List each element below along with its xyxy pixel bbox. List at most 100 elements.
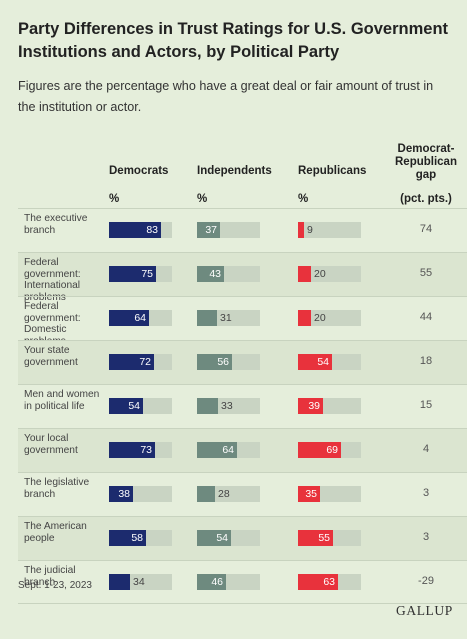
rep-value-label: 20 bbox=[314, 311, 326, 324]
dem-bar-track: 75 bbox=[109, 266, 172, 282]
gap-header-line-2: Republican bbox=[395, 156, 457, 168]
rep-bar-track: 35 bbox=[298, 486, 361, 502]
ind-bar bbox=[197, 486, 215, 502]
gap-unit: (pct. pts.) bbox=[400, 193, 452, 205]
ind-bar bbox=[197, 222, 220, 238]
ind-bar-track: 46 bbox=[197, 574, 260, 590]
rep-bar bbox=[298, 574, 338, 590]
ind-value-label: 31 bbox=[220, 311, 232, 324]
ind-value-label: 46 bbox=[211, 575, 223, 588]
ind-value-label: 28 bbox=[218, 487, 230, 500]
ind-bar bbox=[197, 354, 232, 370]
dem-value-label: 72 bbox=[139, 355, 151, 368]
democrats-header: Democrats bbox=[109, 165, 169, 177]
row-label: The legislative branch bbox=[24, 477, 90, 500]
dem-value-label: 38 bbox=[118, 487, 130, 500]
gap-value: 15 bbox=[419, 399, 433, 411]
gap-value: -29 bbox=[418, 575, 434, 587]
rep-value-label: 9 bbox=[307, 223, 313, 236]
ind-bar-track: 64 bbox=[197, 442, 260, 458]
table-row: The legislative branch 38 28 35 3 bbox=[18, 472, 467, 516]
table-row: Federal government: Domestic problems643… bbox=[18, 296, 467, 347]
dem-bar bbox=[109, 266, 156, 282]
ind-bar bbox=[197, 266, 224, 282]
dem-value-label: 83 bbox=[146, 223, 158, 236]
table-row: The executive branch 83 37 9 74 bbox=[18, 208, 467, 252]
ind-bar bbox=[197, 574, 226, 590]
dem-bar-track: 64 bbox=[109, 310, 172, 326]
dem-bar-track: 73 bbox=[109, 442, 172, 458]
independents-unit: % bbox=[197, 193, 208, 205]
rep-value-label: 63 bbox=[323, 575, 335, 588]
gap-value: 44 bbox=[419, 311, 433, 323]
rep-bar-track: 20 bbox=[298, 266, 361, 282]
table-row: Your local government 73 64 69 4 bbox=[18, 428, 467, 472]
gallup-logo: GALLUP bbox=[396, 603, 453, 618]
republicans-unit: % bbox=[298, 193, 309, 205]
row-label: The American people bbox=[24, 521, 87, 544]
rep-bar-track: 63 bbox=[298, 574, 361, 590]
ind-bar-track: 31 bbox=[197, 310, 260, 326]
ind-value-label: 64 bbox=[222, 443, 234, 456]
dem-bar bbox=[109, 486, 133, 502]
rep-bar-track: 20 bbox=[298, 310, 361, 326]
table-row: Your state government 72 56 54 18 bbox=[18, 340, 467, 384]
rep-bar-track: 9 bbox=[298, 222, 361, 238]
dem-value-label: 73 bbox=[140, 443, 152, 456]
independents-header: Independents bbox=[197, 165, 272, 177]
dem-value-label: 75 bbox=[141, 267, 153, 280]
rep-value-label: 55 bbox=[318, 531, 330, 544]
republicans-header: Republicans bbox=[298, 165, 367, 177]
table-row: The judicial branch 34 46 63 -29 bbox=[18, 560, 467, 604]
ind-bar-track: 56 bbox=[197, 354, 260, 370]
rep-bar-track: 55 bbox=[298, 530, 361, 546]
rep-value-label: 35 bbox=[305, 487, 317, 500]
table-row: The American people 58 54 55 3 bbox=[18, 516, 467, 560]
ind-value-label: 37 bbox=[205, 223, 217, 236]
dem-bar bbox=[109, 442, 155, 458]
row-label: The judicial branch bbox=[24, 565, 76, 588]
gap-value: 18 bbox=[419, 355, 433, 367]
rep-value-label: 20 bbox=[314, 267, 326, 280]
rep-bar-track: 39 bbox=[298, 398, 361, 414]
table-row: Men and women in political life 54 33 39 15 bbox=[18, 384, 467, 428]
dem-bar-track: 83 bbox=[109, 222, 172, 238]
dem-bar bbox=[109, 398, 143, 414]
dem-bar bbox=[109, 530, 146, 546]
rep-bar bbox=[298, 486, 320, 502]
gap-header-line-1: Democrat- bbox=[397, 143, 455, 155]
dem-bar-track: 54 bbox=[109, 398, 172, 414]
ind-value-label: 54 bbox=[216, 531, 228, 544]
footnote: Sept. 1-23, 2023 bbox=[18, 580, 92, 591]
row-label: The executive branch bbox=[24, 213, 88, 236]
gap-value: 55 bbox=[419, 267, 433, 279]
ind-bar bbox=[197, 310, 217, 326]
dem-bar bbox=[109, 574, 130, 590]
dem-bar-track: 58 bbox=[109, 530, 172, 546]
dem-value-label: 58 bbox=[131, 531, 143, 544]
rep-bar bbox=[298, 266, 311, 282]
row-label: Men and women in political life bbox=[24, 389, 100, 412]
row-label: Federal government: International proble… bbox=[24, 257, 81, 303]
table-row: Federal government: International proble… bbox=[18, 252, 467, 303]
chart-rows: The executive branch 83 37 9 74 Federal gover… bbox=[18, 208, 467, 604]
gap-value: 4 bbox=[422, 443, 430, 455]
rep-bar bbox=[298, 530, 333, 546]
rep-bar-track: 69 bbox=[298, 442, 361, 458]
dem-value-label: 54 bbox=[128, 399, 140, 412]
ind-bar-track: 28 bbox=[197, 486, 260, 502]
gap-value: 74 bbox=[419, 223, 433, 235]
rep-value-label: 39 bbox=[308, 399, 320, 412]
chart-subtitle: Figures are the percentage who have a gr… bbox=[18, 79, 434, 114]
dem-bar-track: 72 bbox=[109, 354, 172, 370]
ind-value-label: 56 bbox=[217, 355, 229, 368]
rep-value-label: 54 bbox=[317, 355, 329, 368]
ind-bar-track: 54 bbox=[197, 530, 260, 546]
rep-bar bbox=[298, 222, 304, 238]
dem-bar bbox=[109, 354, 154, 370]
rep-bar bbox=[298, 354, 332, 370]
ind-bar-track: 33 bbox=[197, 398, 260, 414]
gap-header: Democrat- Republican gap bbox=[386, 143, 466, 182]
ind-value-label: 43 bbox=[209, 267, 221, 280]
gap-header-line-3: gap bbox=[415, 169, 437, 181]
